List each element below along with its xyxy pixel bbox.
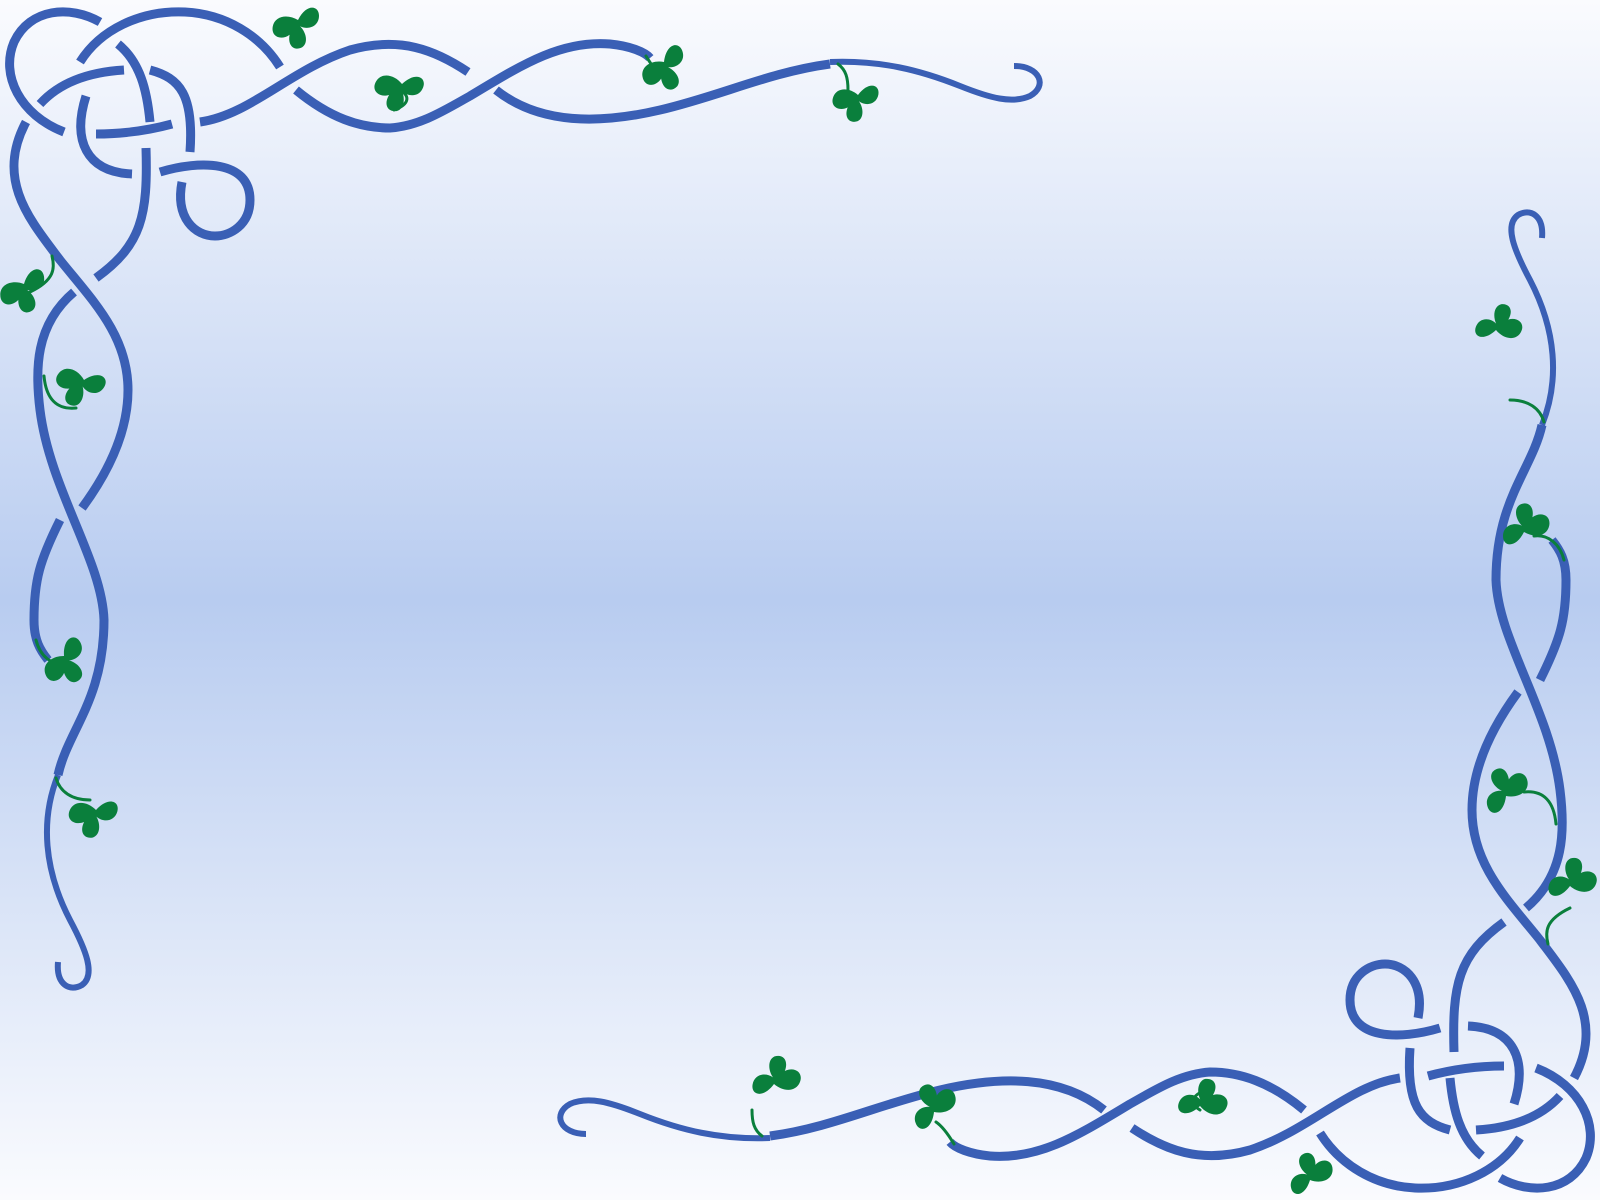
celtic-knot-icon	[1316, 918, 1595, 1193]
right-vine-tendril	[1508, 209, 1557, 427]
celtic-knot-icon	[5, 7, 284, 282]
top-vine-strands	[199, 39, 831, 133]
top-vine-tendril	[829, 58, 1043, 103]
bottom-vine-strands	[769, 1067, 1401, 1161]
left-vine-tendril	[43, 773, 92, 991]
corner-bottom-right	[557, 209, 1595, 1193]
bottom-vine-tendril	[557, 1097, 771, 1142]
bottom-right-leaf-stems	[750, 398, 1572, 1146]
